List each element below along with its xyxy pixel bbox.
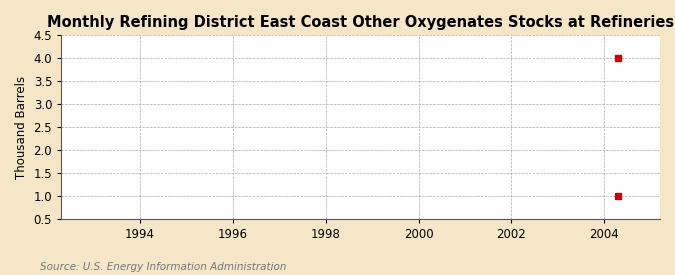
Title: Monthly Refining District East Coast Other Oxygenates Stocks at Refineries: Monthly Refining District East Coast Oth… [47, 15, 674, 30]
Text: Source: U.S. Energy Information Administration: Source: U.S. Energy Information Administ… [40, 262, 287, 272]
Y-axis label: Thousand Barrels: Thousand Barrels [15, 75, 28, 178]
